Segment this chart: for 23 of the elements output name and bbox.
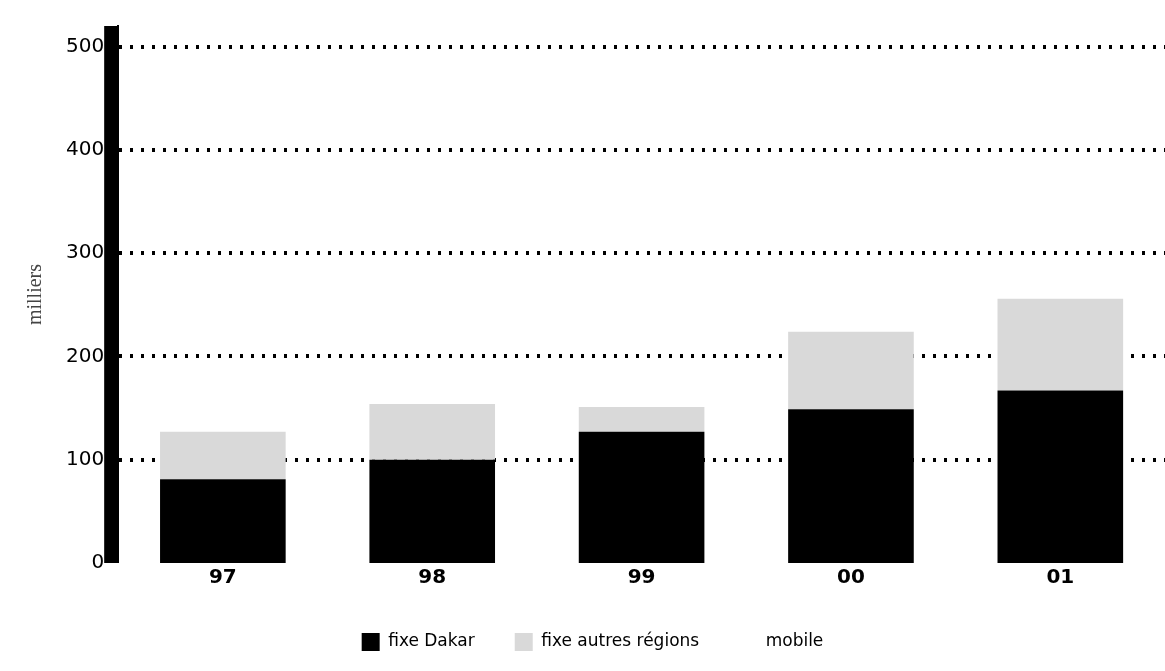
bar — [788, 331, 914, 410]
bar — [997, 298, 1124, 391]
y-tick-label: 300 — [65, 239, 105, 264]
y-tick-label: 100 — [65, 445, 105, 470]
x-tick-label: 01 — [1046, 564, 1075, 589]
x-tick-label: 00 — [837, 564, 865, 589]
y-tick-label: 400 — [65, 136, 105, 161]
x-tick-label: 99 — [627, 564, 656, 589]
legend-label: fixe Dakar — [388, 630, 475, 651]
y-tick-label: 500 — [65, 32, 105, 57]
bar — [788, 409, 914, 563]
bar — [369, 403, 496, 460]
bar — [160, 479, 286, 563]
y-axis-title: milliers — [23, 263, 46, 326]
bar — [160, 431, 286, 480]
y-tick-label: 200 — [65, 342, 105, 367]
bar — [578, 407, 705, 432]
legend-label: fixe autres régions — [541, 630, 700, 651]
y-tick-label: 0 — [91, 549, 105, 574]
x-tick-label: 97 — [208, 564, 237, 589]
bar — [997, 390, 1124, 563]
x-tick-label: 98 — [418, 564, 447, 589]
text: mobile — [765, 630, 824, 651]
